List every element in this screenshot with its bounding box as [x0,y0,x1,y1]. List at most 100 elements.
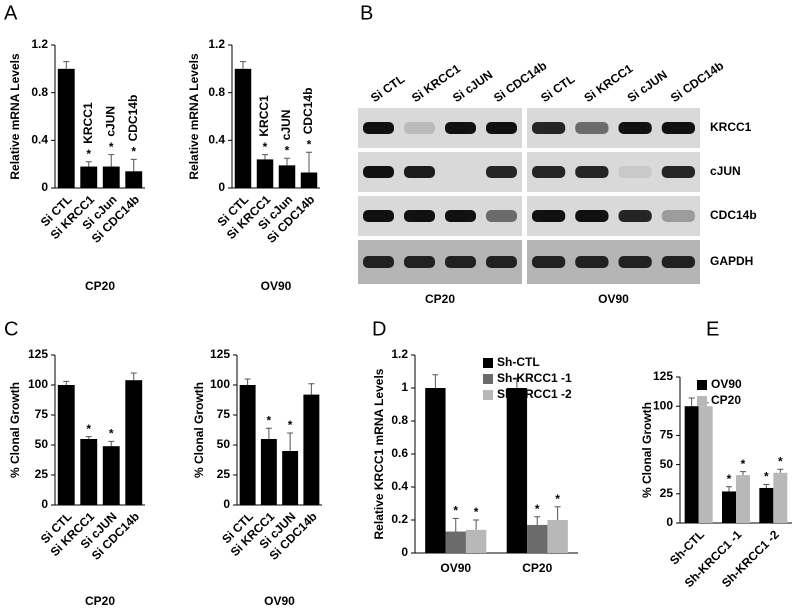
bar [80,439,98,505]
y-tick-label: 1.2 [31,37,48,51]
y-tick-label: 25 [217,467,231,481]
y-tick-label: 50 [35,437,49,451]
cell-line-label: CP20 [425,292,455,306]
significance: * [307,137,312,151]
y-tick-label: 75 [35,407,49,421]
bar [234,68,252,188]
blot-band [575,210,609,222]
legend-label: OV90 [711,377,742,391]
bar [80,166,98,188]
bar [102,166,120,188]
bar [684,406,699,523]
blot-band [618,210,652,222]
error-bar [85,436,92,439]
bar [506,388,528,553]
y-tick-label: 0.8 [208,85,225,99]
bar [759,487,774,523]
error-bar [306,151,312,173]
error-bar [554,506,561,520]
y-tick-label: 100 [653,398,673,412]
significance: * [453,504,458,518]
y-tick-label: 1 [401,380,408,394]
blot-band [532,256,566,268]
y-tick-label: 125 [653,369,673,383]
bar [445,531,466,553]
blot-band [486,256,517,268]
blot-lane-label: Si CTL [538,72,577,105]
significance: * [109,140,114,154]
blot-band [661,256,695,268]
legend-swatch [483,374,493,384]
blot-lane-label: Si CDC14b [668,58,726,105]
blot-band [532,210,566,222]
y-tick-label: 0.2 [391,512,408,526]
y-tick-label: 0 [41,180,48,194]
error-bar [473,519,480,530]
y-tick-label: 25 [35,467,49,481]
significance: * [267,413,272,427]
bar-label: KRCC1 [257,95,271,137]
y-tick-label: 0.6 [391,446,408,460]
y-tick-label: 100 [28,377,48,391]
bar [256,159,274,188]
error-bar [513,377,520,388]
blot-band [618,166,652,178]
blot-band [404,122,435,134]
y-axis-label: % Clonal Growth [640,402,654,498]
y-tick-label: 0.4 [208,133,225,147]
bar [425,388,446,553]
blot-band [363,122,394,134]
y-tick-label: 0.4 [391,479,408,493]
significance: * [109,427,114,441]
significance: * [131,145,136,159]
legend-label: Sh-KRCC1 -2 [497,387,572,401]
y-tick-label: 1.2 [208,37,225,51]
bar [260,439,277,505]
bar [465,529,487,553]
legend-swatch [483,358,493,368]
error-bar [63,61,70,69]
blot-row-label: CDC14b [710,208,757,222]
x-axis-label: OV90 [261,279,292,293]
significance: * [263,140,268,154]
legend-swatch [483,390,493,400]
error-bar [63,380,70,385]
error-bar [726,486,732,492]
blot-band [575,256,609,268]
blot-band [486,210,517,222]
blot-band [486,122,517,134]
error-bar [265,427,272,439]
bar [239,385,256,505]
legend-swatch [697,396,707,406]
significance: * [727,472,732,486]
bar-label: KRCC1 [81,102,95,144]
error-bar [308,383,315,395]
error-bar [240,61,246,69]
blot-band [363,210,394,222]
blot-row-label: GAPDH [710,254,753,268]
blot-band [532,166,566,178]
bar [125,171,143,188]
bar-label: CDC14b [301,88,315,135]
x-tick-label: OV90 [440,561,471,575]
y-tick-label: 0 [666,515,673,529]
blot-band [404,256,435,268]
legend-label: Sh-KRCC1 -1 [497,371,572,385]
y-tick-label: 0 [223,497,230,511]
legend-swatch [697,380,707,390]
panel-label: C [4,318,18,340]
error-bar [130,372,137,381]
y-axis-label: Relative KRCC1 mRNA Levels [372,368,386,539]
blot-band [618,256,652,268]
significance: * [288,418,293,432]
bar [300,172,318,188]
panel-label: A [4,2,18,24]
significance: * [778,454,783,468]
significance: * [555,492,560,506]
y-tick-label: 75 [217,407,231,421]
blot-band [404,166,435,178]
significance: * [285,143,290,157]
blot-band [575,122,609,134]
panel-label: D [372,318,386,340]
bar [57,68,75,188]
